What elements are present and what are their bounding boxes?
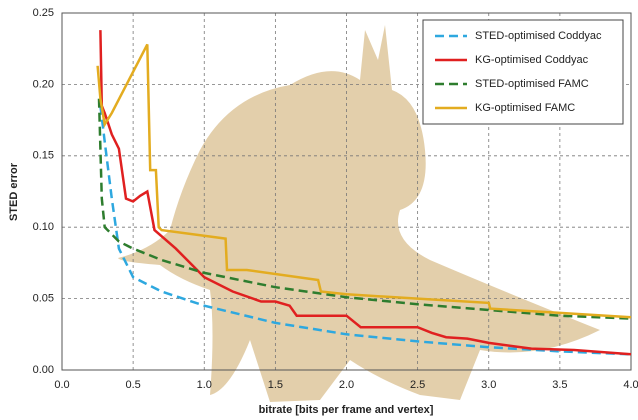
x-tick-label: 2.0 (339, 379, 354, 391)
legend-label: STED-optimised Coddyac (475, 30, 602, 42)
legend-label: STED-optimised FAMC (475, 78, 589, 90)
legend: STED-optimised Coddyac KG-optimised Coddy… (423, 20, 623, 124)
x-tick-label: 0.0 (54, 379, 69, 391)
y-tick-label: 0.10 (33, 221, 54, 233)
y-tick-label: 0.00 (33, 364, 54, 376)
chart: bitrate [bits per frame and vertex] STED… (0, 0, 638, 420)
y-tick-label: 0.20 (33, 78, 54, 90)
y-tick-label: 0.25 (33, 7, 54, 19)
y-axis-label: STED error (8, 162, 20, 221)
x-tick-label: 0.5 (125, 379, 140, 391)
legend-label: KG-optimised FAMC (475, 102, 575, 114)
x-tick-label: 4.0 (623, 379, 638, 391)
x-axis-label: bitrate [bits per frame and vertex] (259, 404, 434, 416)
y-tick-label: 0.05 (33, 293, 54, 305)
x-tick-label: 1.0 (197, 379, 212, 391)
y-tick-label: 0.15 (33, 150, 54, 162)
x-tick-label: 1.5 (268, 379, 283, 391)
x-tick-label: 2.5 (410, 379, 425, 391)
legend-label: KG-optimised Coddyac (475, 54, 589, 66)
x-tick-label: 3.0 (481, 379, 496, 391)
x-tick-label: 3.5 (552, 379, 567, 391)
